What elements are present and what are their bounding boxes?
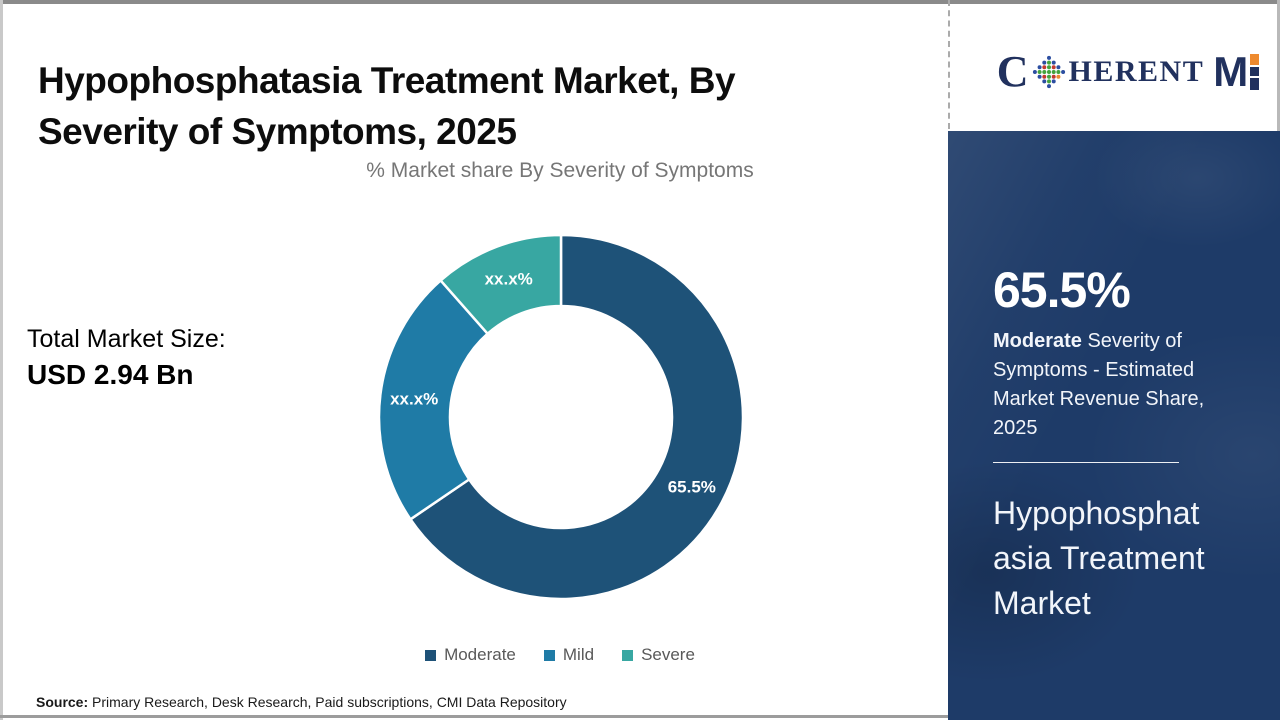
slice-label-severe: xx.x% [485,270,533,289]
legend-label-moderate: Moderate [444,645,516,664]
logo-letters-herent: HERENT [1068,55,1205,88]
donut-chart: 65.5% xx.x% xx.x% [377,233,745,601]
coherentmi-logo: C HERENT M [983,44,1273,100]
chart-legend: Moderate Mild Severe [290,645,830,665]
logo-letter-m: M [1213,48,1248,95]
legend-label-severe: Severe [641,645,695,664]
donut-segment-moderate [409,233,745,601]
total-market-size-value: USD 2.94 Bn [27,359,194,390]
page-title: Hypophosphatasia Treatment Market, By Se… [38,55,858,157]
logo-i-mark [1250,54,1260,90]
sidebar-divider-line [993,462,1179,463]
sidebar-stat-category: Moderate [993,330,1082,352]
legend-item-mild: Mild [543,645,595,665]
page-title-line1: Hypophosphatasia Treatment Market, By [38,59,736,101]
frame-border-right [1277,0,1280,131]
slice-label-moderate: 65.5% [668,477,716,496]
coherentmi-globe-icon [1032,55,1065,89]
page-title-line2: Severity of Symptoms, 2025 [38,110,517,152]
sidebar-stat-value: 65.5% [993,262,1131,318]
frame-border-bottom [0,715,952,718]
frame-border-left [0,0,3,720]
total-market-size-label: Total Market Size: [27,325,226,353]
legend-swatch-moderate [425,649,437,661]
source-label: Source: [36,694,89,710]
legend-label-mild: Mild [562,645,595,664]
logo-letter-c: C [996,47,1029,96]
dashed-divider [948,0,950,129]
legend-swatch-mild [543,649,555,661]
total-market-size-block: Total Market Size: USD 2.94 Bn [27,322,226,394]
frame-border-top [0,0,1280,4]
slice-label-mild: xx.x% [390,389,438,408]
sidebar-stat-detail: Severity of Symptoms - Estimated Market … [993,330,1205,439]
sidebar-stat-description: Moderate Severity of Symptoms - Estimate… [993,327,1211,443]
highlight-sidebar: 65.5% Moderate Severity of Symptoms - Es… [948,131,1280,720]
logo-i-orange-segment [1250,54,1260,65]
donut-segment-severe [439,233,563,335]
source-attribution: Source: Primary Research, Desk Research,… [36,694,567,710]
donut-segment-mild [377,279,489,521]
legend-item-severe: Severe [622,645,695,665]
sidebar-market-name: Hypophosphatasia Treatment Market [993,495,1205,621]
logo-i-navy-segment-1 [1250,67,1260,76]
source-text: Primary Research, Desk Research, Paid su… [88,694,567,710]
legend-swatch-severe [622,649,634,661]
chart-subtitle: % Market share By Severity of Symptoms [366,159,754,182]
logo-i-navy-segment-2 [1250,78,1260,90]
legend-item-moderate: Moderate [425,645,516,665]
